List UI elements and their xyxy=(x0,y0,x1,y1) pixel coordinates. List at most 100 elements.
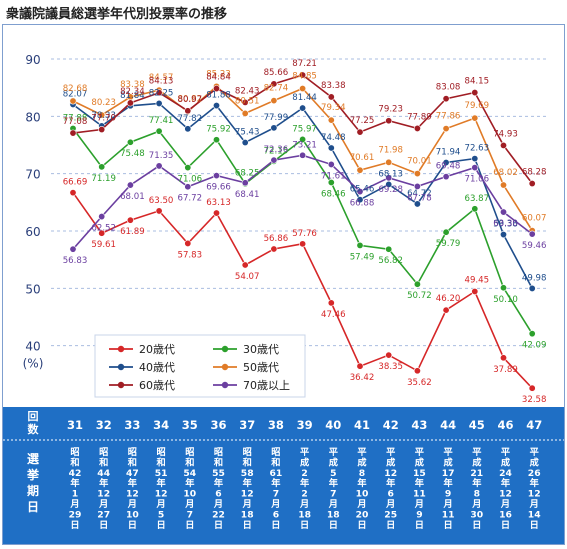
data-label: 49.98 xyxy=(522,273,547,283)
data-point xyxy=(442,228,450,236)
row-label-kaisu: 回 xyxy=(28,409,39,423)
data-point xyxy=(299,104,307,112)
data-label: 36.42 xyxy=(350,373,375,383)
legend-swatch-marker xyxy=(117,363,125,371)
table-background xyxy=(3,407,564,544)
data-label: 69.28 xyxy=(378,185,403,195)
legend-entry: 20歳代 xyxy=(139,343,175,356)
legend-entry: 70歳以上 xyxy=(243,379,290,392)
data-label: 71.61 xyxy=(321,171,346,181)
data-label: 59.46 xyxy=(522,241,547,251)
chart-frame: 40 50 60 70 80 90 (%) 66.69 59.61 61.89 63.50 57.8… xyxy=(2,24,565,545)
data-label: 75.92 xyxy=(206,125,231,135)
data-label: 70.61 xyxy=(350,153,375,163)
data-label: 68.02 xyxy=(493,168,518,178)
election-number: 46 xyxy=(497,418,513,432)
data-point xyxy=(528,180,536,188)
data-point xyxy=(471,205,479,213)
line-chart: 40 50 60 70 80 90 (%) 66.69 59.61 61.89 63.50 57.8… xyxy=(3,53,564,544)
data-label: 79.34 xyxy=(321,103,346,113)
data-label: 71.06 xyxy=(464,175,489,185)
election-date: 平成 21 年 8 月 30 日 xyxy=(470,447,483,531)
page-title: 衆議院議員総選挙年代別投票率の推移 xyxy=(6,7,228,22)
y-tick-label: 60 xyxy=(25,225,40,239)
data-label: 67.78 xyxy=(407,193,432,203)
series-lines xyxy=(69,71,536,392)
data-point xyxy=(413,170,421,178)
data-point xyxy=(299,85,307,93)
data-point xyxy=(155,89,163,97)
data-point xyxy=(327,299,335,307)
election-date: 昭和 42 年 1 月 29 日 xyxy=(69,447,82,531)
data-point xyxy=(299,135,307,143)
data-point xyxy=(155,207,163,215)
data-point xyxy=(184,107,192,115)
data-point xyxy=(356,188,364,196)
data-label: 37.89 xyxy=(493,365,518,375)
data-point xyxy=(471,155,479,163)
row-label-kaisu: 数 xyxy=(28,422,40,436)
data-label: 66.88 xyxy=(350,199,375,209)
data-point xyxy=(528,330,536,338)
legend-entry: 40歳代 xyxy=(139,361,175,374)
data-label: 77.08 xyxy=(63,117,88,127)
election-date: 平成 8 年 10 月 20 日 xyxy=(356,447,369,531)
data-point xyxy=(241,139,249,147)
election-date: 平成 5 年 7 月 18 日 xyxy=(327,447,340,531)
data-point xyxy=(270,156,278,164)
data-point xyxy=(385,245,393,253)
data-label: 74.48 xyxy=(321,133,346,143)
data-point xyxy=(213,209,221,217)
data-point xyxy=(98,213,106,221)
y-tick-label: 90 xyxy=(25,53,40,67)
data-point xyxy=(270,124,278,132)
data-point xyxy=(413,367,421,375)
data-label: 63.30 xyxy=(493,219,518,229)
data-point xyxy=(241,98,249,106)
data-point xyxy=(213,102,221,110)
data-point xyxy=(413,200,421,208)
row-label-kijitsu: 挙 xyxy=(26,467,40,482)
data-point xyxy=(442,125,450,133)
election-number: 34 xyxy=(153,418,169,432)
data-label: 77.99 xyxy=(264,113,289,123)
data-label: 56.86 xyxy=(264,234,289,244)
data-label: 77.88 xyxy=(63,113,88,123)
data-point xyxy=(241,109,249,117)
data-label: 73.21 xyxy=(292,140,317,150)
data-point xyxy=(356,166,364,174)
data-label: 71.06 xyxy=(177,175,202,185)
data-point xyxy=(327,144,335,152)
data-point xyxy=(184,164,192,172)
data-label: 85.66 xyxy=(264,68,289,78)
data-point xyxy=(471,287,479,295)
data-label: 69.66 xyxy=(206,183,231,193)
data-label: 68.25 xyxy=(235,169,260,179)
y-tick-label: 50 xyxy=(25,282,40,296)
data-label: 63.13 xyxy=(206,198,231,208)
data-point xyxy=(69,245,77,253)
data-label: 59.61 xyxy=(91,240,116,250)
election-number: 31 xyxy=(67,418,83,432)
data-point xyxy=(270,80,278,88)
data-label: 71.98 xyxy=(378,145,403,155)
data-point xyxy=(499,354,507,362)
data-point xyxy=(299,240,307,248)
data-label: 82.43 xyxy=(235,86,260,96)
data-point xyxy=(442,306,450,314)
data-label: 62.52 xyxy=(91,224,116,234)
data-point xyxy=(528,230,536,238)
row-label-kijitsu: 選 xyxy=(27,452,39,466)
data-label: 54.07 xyxy=(235,272,260,282)
data-point xyxy=(385,117,393,125)
data-point xyxy=(471,114,479,122)
data-label: 79.69 xyxy=(464,101,489,111)
data-point xyxy=(385,351,393,359)
data-label: 84.13 xyxy=(149,77,174,87)
election-number: 32 xyxy=(96,418,112,432)
data-point xyxy=(69,129,77,137)
election-date: 平成 15 年 11 月 9 日 xyxy=(413,447,426,531)
row-label-kijitsu: 日 xyxy=(27,500,39,514)
data-point xyxy=(126,99,134,107)
